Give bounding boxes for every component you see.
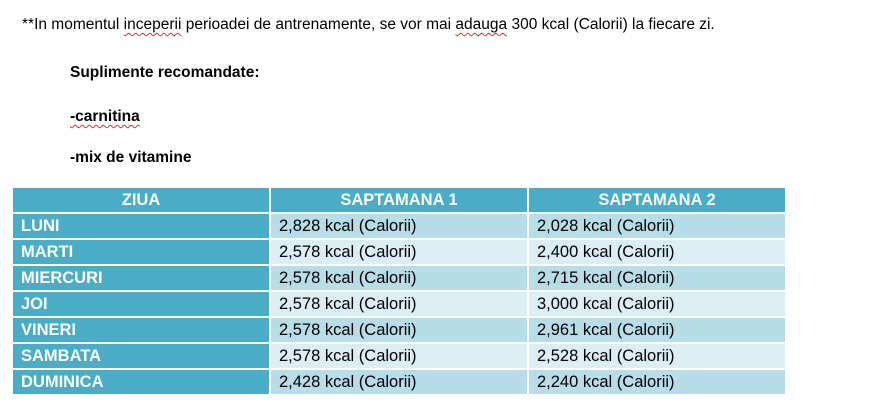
week-1-cell: 2,578 kcal (Calorii)	[271, 344, 527, 370]
table-row: DUMINICA 2,428 kcal (Calorii) 2,240 kcal…	[13, 370, 785, 396]
week-2-cell: 2,715 kcal (Calorii)	[529, 266, 785, 292]
day-cell: VINERI	[13, 318, 269, 344]
intro-note: **In momentul inceperii perioadei de ant…	[22, 16, 715, 34]
table-row: SAMBATA 2,578 kcal (Calorii) 2,528 kcal …	[13, 344, 785, 370]
note-middle: perioadei de antrenamente, se vor mai	[181, 16, 456, 33]
calorie-table: ZIUA SAPTAMANA 1 SAPTAMANA 2 LUNI 2,828 …	[11, 188, 787, 396]
supplement-item-carnitine: -carnitina	[70, 108, 140, 126]
week-2-cell: 2,961 kcal (Calorii)	[529, 318, 785, 344]
week-1-cell: 2,828 kcal (Calorii)	[271, 214, 527, 240]
week-2-cell: 2,028 kcal (Calorii)	[529, 214, 785, 240]
week-2-cell: 2,528 kcal (Calorii)	[529, 344, 785, 370]
table-row: VINERI 2,578 kcal (Calorii) 2,961 kcal (…	[13, 318, 785, 344]
week-1-cell: 2,578 kcal (Calorii)	[271, 292, 527, 318]
supplements-title: Suplimente recomandate:	[70, 64, 260, 81]
week-1-cell: 2,578 kcal (Calorii)	[271, 266, 527, 292]
table-row: LUNI 2,828 kcal (Calorii) 2,028 kcal (Ca…	[13, 214, 785, 240]
week-2-cell: 2,400 kcal (Calorii)	[529, 240, 785, 266]
week-1-cell: 2,428 kcal (Calorii)	[271, 370, 527, 396]
header-week-2: SAPTAMANA 2	[529, 188, 785, 214]
table-header-row: ZIUA SAPTAMANA 1 SAPTAMANA 2	[13, 188, 785, 214]
day-cell: MARTI	[13, 240, 269, 266]
supplement-item-vitamins: -mix de vitamine	[70, 149, 192, 166]
week-1-cell: 2,578 kcal (Calorii)	[271, 240, 527, 266]
day-cell: LUNI	[13, 214, 269, 240]
table-row: JOI 2,578 kcal (Calorii) 3,000 kcal (Cal…	[13, 292, 785, 318]
day-cell: DUMINICA	[13, 370, 269, 396]
week-2-cell: 2,240 kcal (Calorii)	[529, 370, 785, 396]
day-cell: MIERCURI	[13, 266, 269, 292]
header-day: ZIUA	[13, 188, 269, 214]
supplement-item-carnitine-text: -carnitina	[70, 108, 140, 125]
day-cell: JOI	[13, 292, 269, 318]
week-1-cell: 2,578 kcal (Calorii)	[271, 318, 527, 344]
table-row: MARTI 2,578 kcal (Calorii) 2,400 kcal (C…	[13, 240, 785, 266]
note-word-misspelled-2: adauga	[455, 16, 508, 33]
week-2-cell: 3,000 kcal (Calorii)	[529, 292, 785, 318]
note-word-misspelled-1: inceperii	[123, 16, 182, 33]
note-prefix: **In momentul	[22, 16, 124, 33]
note-suffix: 300 kcal (Calorii) la fiecare zi.	[507, 16, 715, 33]
header-week-1: SAPTAMANA 1	[271, 188, 527, 214]
day-cell: SAMBATA	[13, 344, 269, 370]
table-row: MIERCURI 2,578 kcal (Calorii) 2,715 kcal…	[13, 266, 785, 292]
